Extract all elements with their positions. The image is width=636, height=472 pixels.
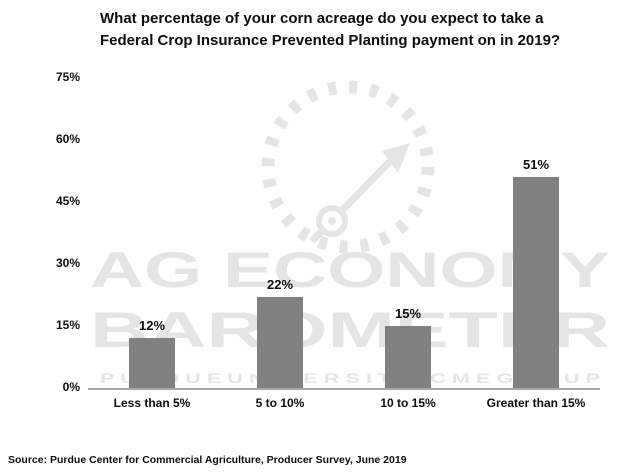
bar-data-label: 12% bbox=[138, 318, 166, 334]
x-axis-category-label: Greater than 15% bbox=[486, 396, 586, 410]
y-axis-tick-label: 30% bbox=[55, 256, 80, 270]
bar-slot: 22% bbox=[216, 78, 344, 388]
plot-area: 12% 22% 15% 51% bbox=[88, 78, 600, 390]
bar-data-label: 15% bbox=[394, 306, 422, 321]
x-axis-category-label: 10 to 15% bbox=[380, 396, 436, 410]
source-note: Source: Purdue Center for Commercial Agr… bbox=[8, 454, 407, 466]
x-axis-category-label: Less than 5% bbox=[113, 396, 191, 410]
y-axis-tick-label: 75% bbox=[55, 70, 80, 84]
bar-slot: 15% bbox=[344, 78, 472, 388]
bar-data-label: 22% bbox=[266, 277, 294, 293]
bar bbox=[513, 177, 559, 388]
x-axis-category-label: 5 to 10% bbox=[255, 396, 305, 410]
y-axis-tick-label: 0% bbox=[62, 380, 80, 394]
y-axis-tick-label: 60% bbox=[55, 132, 80, 146]
bar bbox=[129, 338, 175, 388]
bar-slot: 12% bbox=[88, 78, 216, 388]
y-axis-tick-label: 45% bbox=[55, 194, 80, 208]
bar bbox=[257, 297, 303, 388]
bar-slot: 51% bbox=[472, 78, 600, 388]
y-axis-tick-label: 15% bbox=[55, 318, 80, 332]
bar bbox=[385, 326, 431, 388]
bar-data-label: 51% bbox=[522, 157, 550, 173]
chart-title: What percentage of your corn acreage do … bbox=[100, 10, 561, 49]
